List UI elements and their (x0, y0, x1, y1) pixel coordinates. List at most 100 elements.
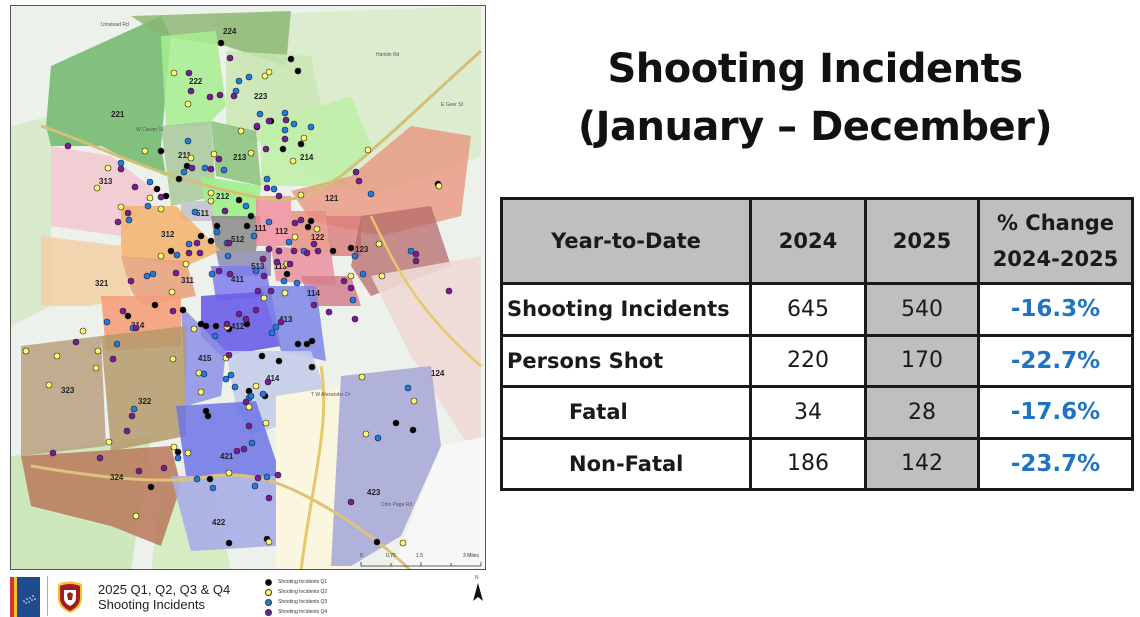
table-row: Shooting Incidents 645 540 -16.3% (500, 282, 1134, 337)
map-title-line2: Shooting Incidents (98, 597, 205, 612)
legend-item-q3: Shooting Incidents Q3 (265, 597, 327, 607)
svg-text:412: 412 (231, 322, 245, 331)
svg-text:414: 414 (266, 374, 280, 383)
map-legend: Shooting Incidents Q1 Shooting Incidents… (265, 577, 327, 617)
svg-text:413: 413 (279, 315, 293, 324)
logo-divider (47, 576, 48, 616)
table-header-row: Year-to-Date 2024 2025 % Change 2024-202… (500, 197, 1134, 285)
svg-text:222: 222 (189, 77, 203, 86)
district-412 (201, 291, 281, 356)
map-title: 2025 Q1, Q2, Q3 & Q4 Shooting Incidents (98, 582, 230, 612)
row-label: Fatal (500, 385, 752, 440)
svg-text:122: 122 (311, 233, 325, 242)
header-2024: 2024 (749, 197, 867, 285)
header-year-to-date: Year-to-Date (500, 197, 752, 285)
svg-text:113: 113 (274, 262, 287, 271)
svg-text:123: 123 (355, 245, 369, 254)
svg-text:512: 512 (231, 235, 245, 244)
svg-text:Chin Page Rd: Chin Page Rd (381, 502, 412, 508)
north-arrow-icon (473, 583, 483, 601)
row-label: Persons Shot (500, 333, 752, 388)
north-label: N (475, 575, 479, 581)
district-322 (101, 326, 186, 451)
legend-item-q4: Shooting Incidents Q4 (265, 607, 327, 617)
svg-text:124: 124 (431, 369, 445, 378)
svg-text:423: 423 (367, 488, 381, 497)
scale-label-3: 3 Miles (463, 553, 479, 559)
scale-bar (360, 562, 482, 567)
legend-label-q1: Shooting Incidents Q1 (278, 579, 328, 585)
district-321 (41, 236, 131, 306)
scale-label-0: 0 (360, 553, 363, 559)
svg-text:422: 422 (212, 518, 226, 527)
svg-text:321: 321 (95, 279, 109, 288)
incident-dots (22, 39, 453, 547)
svg-text:511: 511 (196, 209, 209, 218)
header-percent-change: % Change 2024-2025 (977, 197, 1134, 285)
legend-dot-q3-icon (265, 598, 272, 606)
svg-text:323: 323 (61, 386, 75, 395)
district-124 (371, 256, 481, 466)
district-111 (256, 196, 291, 246)
legend-dot-q2-icon (265, 588, 272, 596)
value-2024: 220 (749, 333, 867, 388)
legend-item-q2: Shooting Incidents Q2 (265, 587, 327, 597)
district-222 (161, 31, 226, 126)
svg-text:E Geer St: E Geer St (441, 102, 464, 108)
svg-text:112: 112 (275, 227, 288, 236)
row-label: Shooting Incidents (500, 282, 752, 337)
district-312 (121, 206, 221, 266)
scale-label-15: 1.5 (416, 553, 423, 559)
svg-text:224: 224 (223, 27, 237, 36)
svg-text:313: 313 (99, 177, 113, 186)
legend-label-q2: Shooting Incidents Q2 (278, 589, 328, 595)
value-2024: 34 (749, 385, 867, 440)
svg-text:312: 312 (161, 230, 175, 239)
stats-table: Year-to-Date 2024 2025 % Change 2024-202… (500, 197, 1134, 491)
header-2025: 2025 (864, 197, 980, 285)
svg-text:213: 213 (233, 153, 247, 162)
table-row: Persons Shot 220 170 -22.7% (500, 333, 1134, 388)
legend-label-q4: Shooting Incidents Q4 (278, 609, 328, 615)
district-511 (181, 201, 216, 221)
value-change: -23.7% (977, 436, 1134, 491)
svg-text:421: 421 (220, 452, 234, 461)
district-221 (46, 16, 171, 176)
svg-text:324: 324 (110, 473, 124, 482)
svg-text:121: 121 (325, 194, 339, 203)
title-line2: (January – December) (577, 104, 1053, 150)
header-change-line2: 2024-2025 (992, 247, 1119, 271)
svg-text:311: 311 (181, 276, 194, 285)
map-footer: 2025 Q1, Q2, Q3 & Q4 Shooting Incidents … (10, 572, 486, 617)
table-row: Fatal 34 28 -17.6% (500, 385, 1134, 440)
district-422 (171, 476, 281, 551)
svg-text:111: 111 (254, 224, 267, 233)
value-2025: 142 (864, 436, 980, 491)
svg-text:T W Alexander Dr: T W Alexander Dr (311, 392, 351, 398)
value-change: -17.6% (977, 385, 1134, 440)
svg-text:221: 221 (111, 110, 125, 119)
map-title-line1: 2025 Q1, Q2, Q3 & Q4 (98, 582, 231, 597)
value-change: -16.3% (977, 282, 1134, 337)
svg-text:Hamlin Rd: Hamlin Rd (376, 52, 400, 58)
map-canvas: 224 222 223 221 211 213 214 313 212 121 … (11, 6, 485, 569)
legend-item-q1: Shooting Incidents Q1 (265, 577, 327, 587)
value-2025: 540 (864, 282, 980, 337)
svg-text:415: 415 (198, 354, 212, 363)
svg-text:212: 212 (216, 192, 230, 201)
incident-map[interactable]: 224 222 223 221 211 213 214 313 212 121 … (10, 5, 486, 570)
svg-text:322: 322 (138, 397, 152, 406)
city-logo (10, 577, 40, 617)
district-323 (21, 336, 106, 456)
svg-text:Umstead Rd: Umstead Rd (101, 22, 129, 28)
title-line1: Shooting Incidents (607, 46, 1023, 92)
value-2025: 170 (864, 333, 980, 388)
svg-text:513: 513 (251, 262, 265, 271)
value-2025: 28 (864, 385, 980, 440)
svg-text:211: 211 (178, 151, 191, 160)
district-421 (176, 401, 281, 476)
table-row: Non-Fatal 186 142 -23.7% (500, 436, 1134, 491)
district-311 (121, 256, 196, 306)
value-2024: 645 (749, 282, 867, 337)
svg-text:W Carver St: W Carver St (136, 127, 164, 133)
